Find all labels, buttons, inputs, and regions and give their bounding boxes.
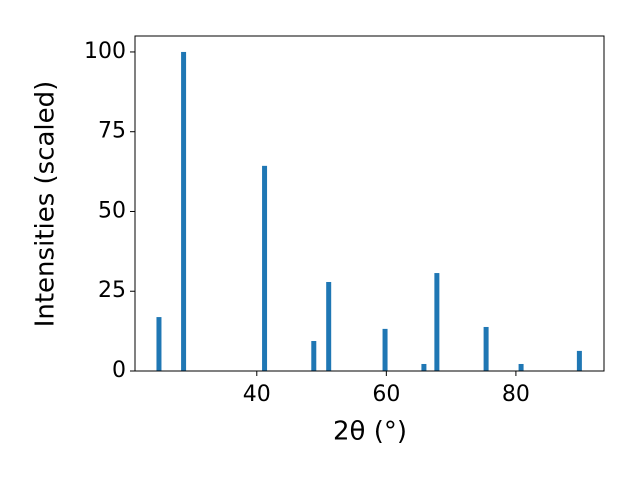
bar xyxy=(311,341,317,371)
bar xyxy=(326,281,332,371)
x-axis-label: 2θ (°) xyxy=(333,417,407,447)
bar xyxy=(156,317,162,371)
y-tick-label: 100 xyxy=(84,39,126,64)
y-tick-label: 25 xyxy=(98,278,126,303)
bar xyxy=(421,363,427,371)
y-tick-label: 0 xyxy=(112,358,126,383)
y-axis-label: Intensities (scaled) xyxy=(31,81,61,328)
bar xyxy=(262,165,268,371)
x-tick-label: 40 xyxy=(243,382,271,407)
y-tick-label: 50 xyxy=(98,198,126,223)
plot-frame xyxy=(134,35,605,372)
bar xyxy=(576,350,582,371)
bar xyxy=(181,51,187,371)
bar xyxy=(434,273,440,371)
x-tick-label: 60 xyxy=(372,382,400,407)
bar xyxy=(382,328,388,371)
x-tick-label: 80 xyxy=(502,382,530,407)
bar xyxy=(518,363,524,371)
y-tick-label: 75 xyxy=(98,119,126,144)
bar xyxy=(483,326,489,371)
